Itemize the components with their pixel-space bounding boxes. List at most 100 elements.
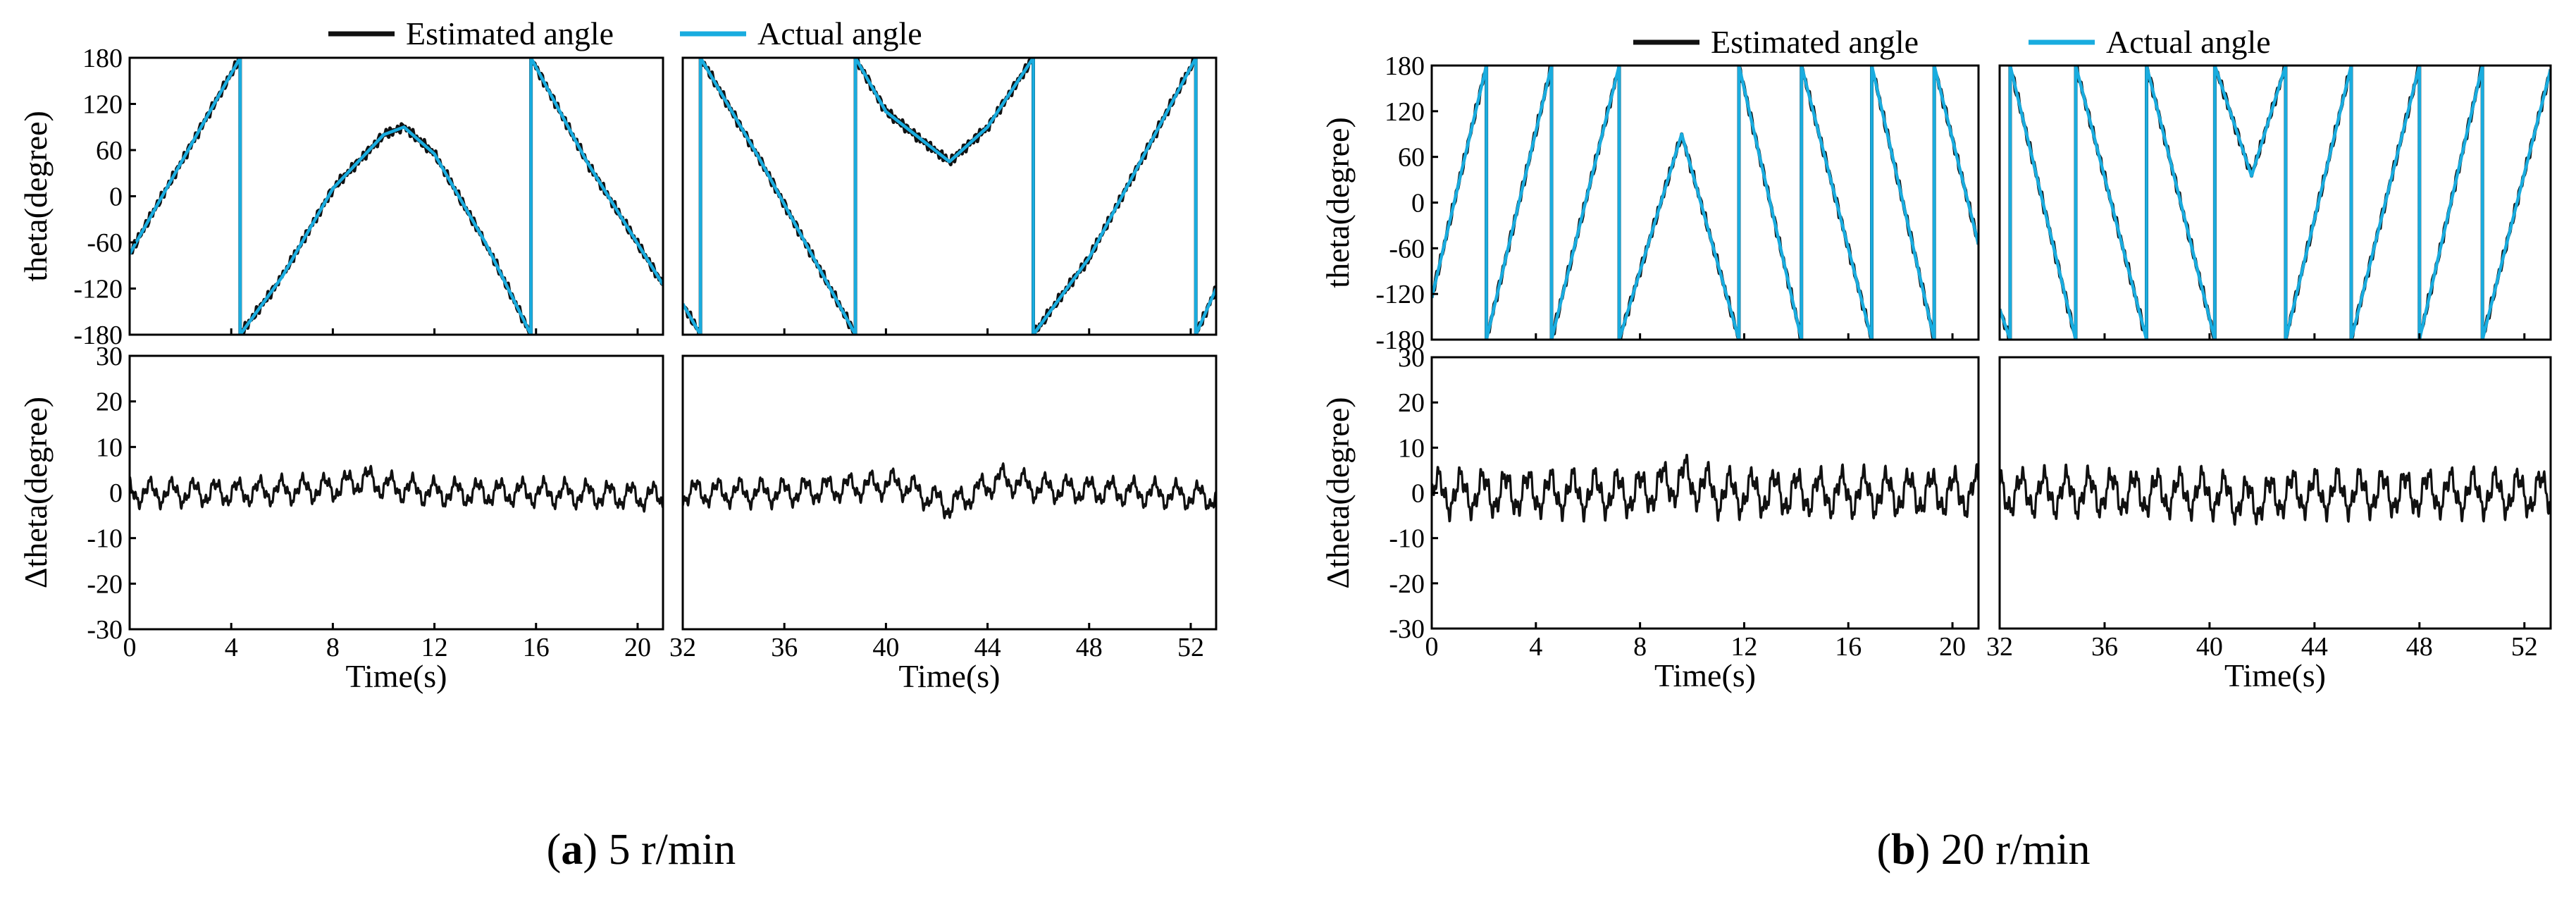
series-line-error bbox=[1432, 454, 1979, 523]
y-axis-label: theta(degree) bbox=[18, 111, 54, 282]
plot-frame bbox=[681, 354, 1218, 631]
series-line-actual bbox=[130, 58, 663, 335]
plot-area bbox=[130, 58, 663, 335]
caption-letter: b bbox=[1891, 826, 1915, 874]
plot-frame bbox=[681, 56, 1218, 336]
series-line-actual bbox=[2000, 66, 2551, 340]
y-tick-label: -20 bbox=[1389, 569, 1425, 599]
x-tick-label: 44 bbox=[974, 633, 1001, 662]
y-tick-label: 0 bbox=[109, 183, 123, 212]
plot-frame bbox=[1998, 356, 2552, 630]
x-tick-label: 52 bbox=[2511, 632, 2538, 662]
x-tick-label: 0 bbox=[123, 633, 137, 662]
plot-frame bbox=[1998, 64, 2552, 341]
y-tick-label: -120 bbox=[1375, 280, 1425, 309]
y-tick-label: 0 bbox=[109, 478, 123, 508]
x-tick-label: 32 bbox=[1986, 632, 2013, 662]
series-line-error bbox=[2000, 463, 2551, 526]
chart-panel-a-bottom-right: 32 36 40 44 48 52 Time(s) bbox=[669, 354, 1218, 694]
y-tick-label: 60 bbox=[1398, 143, 1425, 173]
x-tick-label: 0 bbox=[1425, 632, 1439, 662]
legend-label-actual: Actual angle bbox=[2106, 24, 2271, 60]
x-tick-label: 48 bbox=[2406, 632, 2433, 662]
x-tick-label: 20 bbox=[624, 633, 651, 662]
plot-frame bbox=[128, 56, 664, 336]
caption-letter: a bbox=[561, 826, 583, 874]
series-line-actual bbox=[1432, 66, 1979, 340]
series-line-estimated bbox=[130, 58, 663, 335]
y-tick-label: 120 bbox=[82, 90, 123, 120]
y-tick-label: -10 bbox=[1389, 524, 1425, 554]
y-tick-label: -60 bbox=[1389, 234, 1425, 264]
y-axis-label: Δtheta(degree) bbox=[1320, 397, 1356, 588]
x-tick-label: 52 bbox=[1177, 633, 1204, 662]
x-axis-label: Time(s) bbox=[899, 658, 1001, 694]
x-tick-label: 4 bbox=[225, 633, 238, 662]
legend-b: Estimated angle Actual angle bbox=[1633, 24, 2271, 60]
series-line-error bbox=[683, 462, 1216, 519]
caption-a: (a) 5 r/min bbox=[547, 826, 736, 874]
x-tick-label: 44 bbox=[2301, 632, 2328, 662]
y-tick-label: 120 bbox=[1385, 97, 1425, 127]
y-tick-label: -60 bbox=[87, 228, 123, 258]
y-tick-label: 30 bbox=[96, 342, 123, 371]
y-tick-label: 10 bbox=[1398, 433, 1425, 463]
y-tick-label: -30 bbox=[87, 615, 123, 645]
series-line-error bbox=[130, 464, 663, 513]
y-tick-label: -180 bbox=[1375, 326, 1425, 355]
plot-area bbox=[2000, 463, 2551, 526]
y-tick-label: 0 bbox=[1411, 189, 1425, 218]
legend-label-estimated: Estimated angle bbox=[406, 16, 614, 51]
plot-frame bbox=[1430, 356, 1980, 630]
x-axis-label: Time(s) bbox=[2224, 657, 2326, 693]
x-tick-label: 20 bbox=[1939, 632, 1966, 662]
chart-panel-b-top-right bbox=[1998, 64, 2552, 341]
y-axis-label: theta(degree) bbox=[1320, 117, 1356, 288]
legend-label-actual: Actual angle bbox=[757, 16, 922, 51]
x-tick-label: 12 bbox=[1730, 632, 1757, 662]
y-tick-label: 0 bbox=[1411, 479, 1425, 509]
x-tick-label: 36 bbox=[2091, 632, 2118, 662]
y-tick-label: -120 bbox=[73, 275, 123, 304]
chart-panel-a-top-left: 180 120 60 0 -60 -120 -180 theta(degree) bbox=[18, 44, 664, 350]
caption-b: (b) 20 r/min bbox=[1876, 826, 2090, 874]
y-tick-label: -10 bbox=[87, 524, 123, 554]
y-tick-label: 20 bbox=[1398, 388, 1425, 418]
y-tick-label: 30 bbox=[1398, 343, 1425, 373]
legend-a: Estimated angle Actual angle bbox=[328, 16, 922, 51]
plot-area bbox=[2000, 66, 2551, 340]
series-line-estimated bbox=[1432, 66, 1979, 340]
x-tick-label: 8 bbox=[326, 633, 340, 662]
y-tick-label: -180 bbox=[73, 321, 123, 350]
series-line-estimated bbox=[2000, 66, 2551, 340]
x-tick-label: 48 bbox=[1076, 633, 1103, 662]
plot-area bbox=[1432, 66, 1979, 340]
x-tick-label: 40 bbox=[2196, 632, 2223, 662]
x-tick-label: 16 bbox=[523, 633, 550, 662]
x-tick-label: 32 bbox=[669, 633, 696, 662]
y-tick-label: 10 bbox=[96, 433, 123, 462]
chart-panel-a-top-right bbox=[681, 56, 1218, 336]
series-line-actual bbox=[683, 58, 1216, 335]
plot-area bbox=[683, 58, 1216, 335]
plot-frame bbox=[1430, 64, 1980, 341]
x-axis-label: Time(s) bbox=[346, 658, 447, 694]
y-tick-label: -20 bbox=[87, 569, 123, 599]
y-tick-label: 180 bbox=[82, 44, 123, 73]
plot-area bbox=[1432, 454, 1979, 523]
y-tick-label: 180 bbox=[1385, 51, 1425, 81]
y-axis-label: Δtheta(degree) bbox=[18, 397, 54, 588]
series-line-estimated bbox=[683, 58, 1216, 335]
x-tick-label: 8 bbox=[1633, 632, 1647, 662]
x-tick-label: 16 bbox=[1835, 632, 1862, 662]
chart-panel-b-bottom-right: 32 36 40 44 48 52 Time(s) bbox=[1986, 356, 2552, 693]
y-tick-label: -30 bbox=[1389, 614, 1425, 644]
x-axis-label: Time(s) bbox=[1654, 657, 1756, 693]
y-tick-label: 60 bbox=[96, 136, 123, 166]
x-tick-label: 40 bbox=[872, 633, 899, 662]
chart-panel-b-top-left: 180 120 60 0 -60 -120 -180 theta(degree) bbox=[1320, 51, 1980, 355]
x-tick-label: 4 bbox=[1529, 632, 1542, 662]
